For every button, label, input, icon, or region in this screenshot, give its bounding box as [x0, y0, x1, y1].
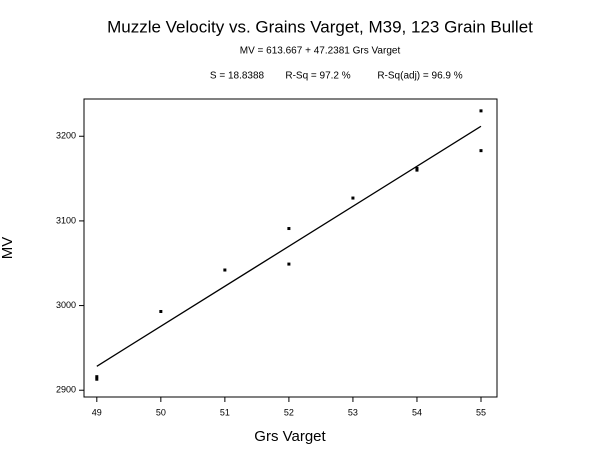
point	[287, 227, 291, 231]
x-tick-label: 53	[348, 407, 358, 417]
point	[479, 109, 483, 113]
x-tick-label: 52	[284, 407, 294, 417]
point	[223, 268, 227, 272]
point	[415, 168, 419, 172]
point	[415, 166, 419, 170]
point	[159, 309, 163, 313]
point	[287, 262, 291, 266]
stat: R-Sq = 97.2 %	[285, 71, 350, 82]
y-tick-label: 3100	[56, 215, 76, 225]
point	[95, 377, 99, 381]
x-tick-label: 49	[92, 407, 102, 417]
x-tick-label: 54	[412, 407, 422, 417]
stat: S = 18.8388	[210, 71, 265, 82]
x-tick-label: 51	[220, 407, 230, 417]
stat: R-Sq(adj) = 96.9 %	[377, 71, 462, 82]
x-tick-label: 55	[476, 407, 486, 417]
point	[95, 375, 99, 379]
y-tick-label: 3200	[56, 131, 76, 141]
x-tick-label: 50	[156, 407, 166, 417]
point	[351, 196, 355, 200]
x-axis-label: Grs Varget	[254, 428, 326, 445]
chart-title: Muzzle Velocity vs. Grains Varget, M39, …	[107, 17, 533, 36]
point	[479, 149, 483, 153]
y-tick-label: 2900	[56, 385, 76, 395]
chart-subtitle: MV = 613.667 + 47.2381 Grs Varget	[240, 46, 401, 57]
y-axis-label: MV	[0, 237, 16, 260]
fit-line	[96, 125, 482, 367]
y-tick-label: 3000	[56, 300, 76, 310]
plot-frame	[83, 98, 498, 398]
